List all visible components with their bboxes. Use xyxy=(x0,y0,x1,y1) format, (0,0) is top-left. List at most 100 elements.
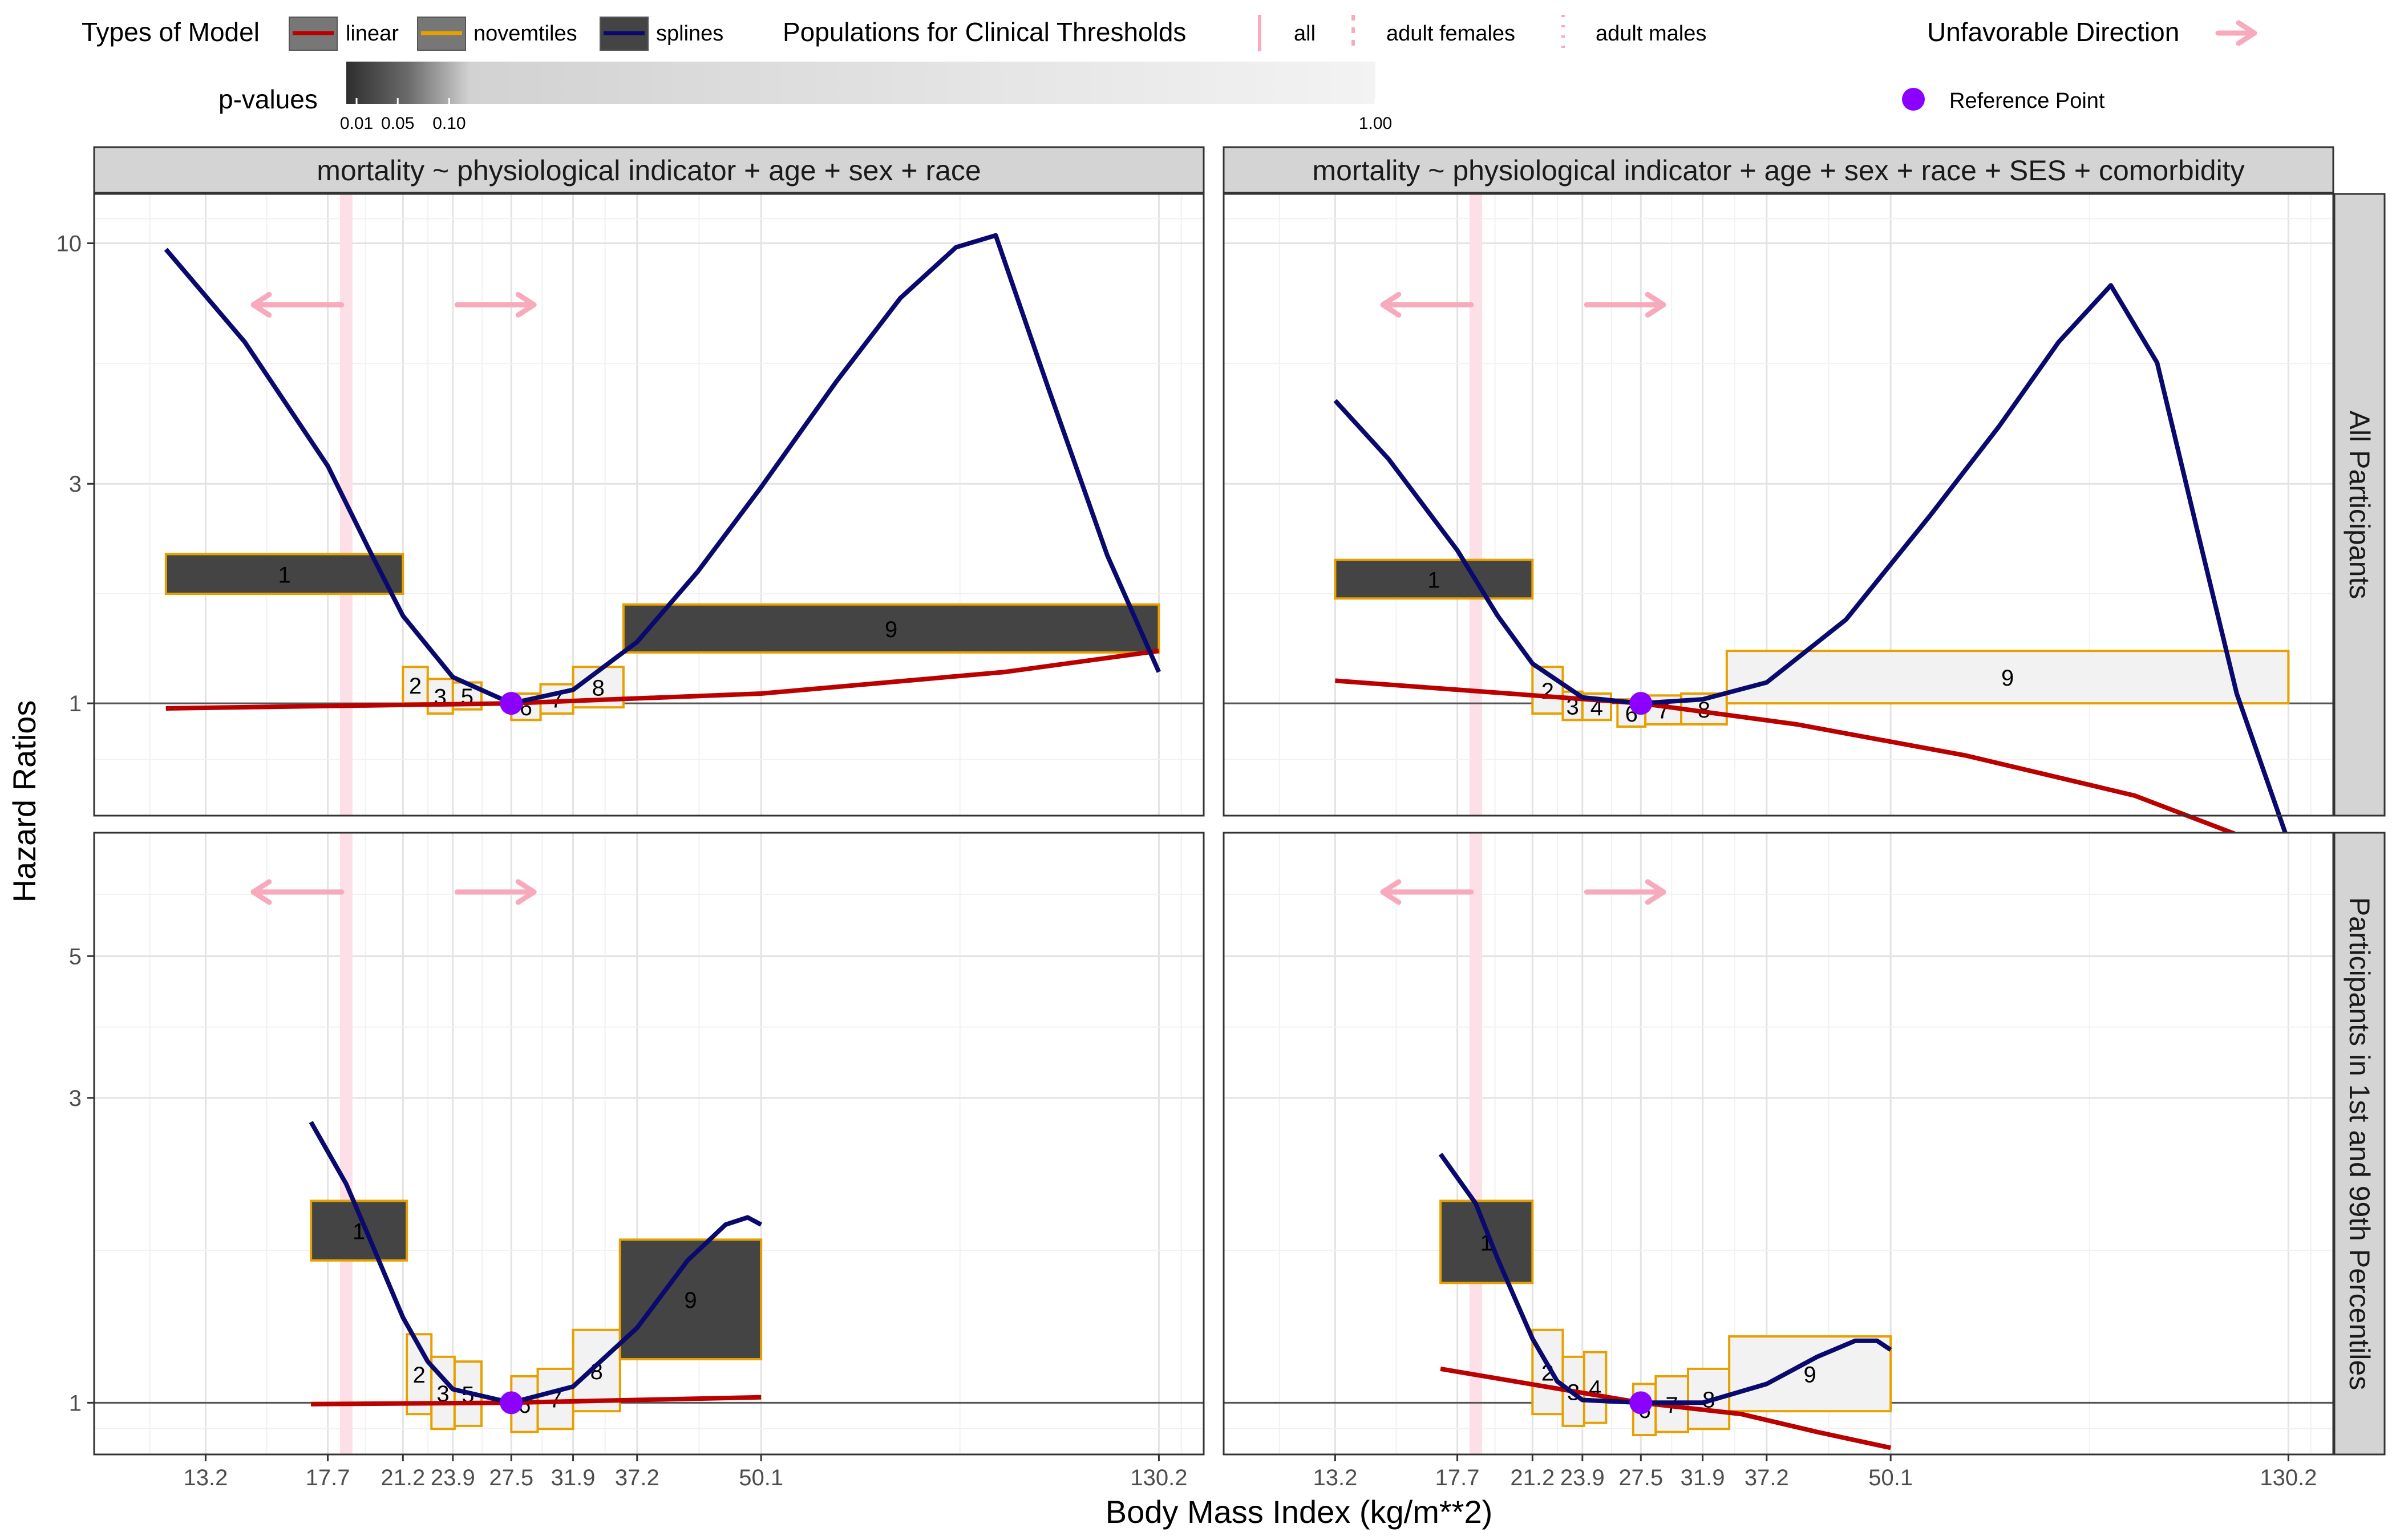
pvalue-tick: 0.05 xyxy=(381,98,414,133)
x-tick-label: 13.2 xyxy=(1313,1465,1357,1490)
y-tick-label: 3 xyxy=(69,472,82,497)
clinical-threshold-band xyxy=(1469,194,1482,816)
x-tick-label: 23.9 xyxy=(431,1465,475,1490)
legend-label-linear: linear xyxy=(346,22,399,46)
legend-unfavorable-title: Unfavorable Direction xyxy=(1927,17,2179,47)
reference-point-icon xyxy=(1902,88,1925,111)
y-tick-label: 5 xyxy=(69,944,82,969)
reference-point-marker xyxy=(500,692,523,715)
novemtile-2: 2 xyxy=(402,666,429,705)
pvalue-tick: 1.00 xyxy=(1359,98,1392,133)
novemtile-box xyxy=(1583,1351,1608,1424)
x-tick-label: 23.9 xyxy=(1560,1465,1605,1490)
novemtile-label: 9 xyxy=(1804,1363,1816,1388)
row-strip-bg xyxy=(2333,193,2386,817)
legend-key-novemtiles: novemtiles xyxy=(417,17,577,51)
novemtile-1: 1 xyxy=(164,553,404,595)
x-tick-label: 50.1 xyxy=(739,1465,783,1490)
novemtile-label: 8 xyxy=(592,676,605,701)
legend-population-label: adult males xyxy=(1596,22,1706,46)
novemtile-box xyxy=(164,553,404,595)
x-tick-label: 31.9 xyxy=(1681,1465,1725,1490)
novemtile-box xyxy=(622,603,1160,654)
column-strip-title: mortality ~ physiological indicator + ag… xyxy=(317,155,981,187)
legend-model-keys: linear novemtiles splines xyxy=(289,17,723,51)
novemtile-1: 1 xyxy=(1334,558,1534,600)
legend-label-splines: splines xyxy=(656,22,723,46)
novemtile-box xyxy=(1728,1335,1892,1413)
legend-model-title: Types of Model xyxy=(82,17,260,47)
panel-r1-c1: 12 3 5 6 7 89 xyxy=(93,193,1205,817)
legend-key-linear: linear xyxy=(289,17,399,51)
unfavorable-arrow-left-icon xyxy=(1380,879,1474,905)
panel-border xyxy=(93,193,1205,817)
arrow-head xyxy=(515,879,537,905)
y-tick-label: 1 xyxy=(69,691,82,716)
novemtile-7: 7 xyxy=(536,1367,574,1430)
x-tick-label: 31.9 xyxy=(551,1465,596,1490)
arrow-head xyxy=(250,879,272,905)
unfavorable-arrow-right-icon xyxy=(454,291,537,318)
panel-background xyxy=(94,194,1204,816)
novemtile-label: 1 xyxy=(1427,568,1440,593)
arrow-head xyxy=(1645,291,1666,318)
y-tick-label: 3 xyxy=(69,1086,82,1111)
pvalue-tick-label: 0.05 xyxy=(381,114,414,133)
unfavorable-arrow-right-icon xyxy=(454,879,537,905)
x-tick-label: 130.2 xyxy=(2260,1465,2317,1490)
unfavorable-arrow-left-icon xyxy=(250,291,345,318)
legend-populations-title: Populations for Clinical Thresholds xyxy=(783,17,1186,47)
panel-background xyxy=(94,833,1204,1454)
legend-population-label: adult females xyxy=(1386,22,1515,46)
unfavorable-arrow-right-icon xyxy=(1584,879,1666,905)
column-strip-bg xyxy=(93,146,1205,194)
novemtile-9: 9 xyxy=(1728,1335,1892,1413)
y-tick-label: 10 xyxy=(56,231,82,256)
arrow-head xyxy=(1380,291,1402,318)
novemtile-label: 2 xyxy=(409,674,422,699)
legend-population-keys: all adult females adult males xyxy=(1258,15,1706,51)
novemtile-box xyxy=(536,1367,574,1430)
pvalue-tick: 0.10 xyxy=(432,98,466,133)
novemtile-label: 2 xyxy=(413,1363,426,1388)
panel-r2-c1: 123 5 6 789 xyxy=(93,832,1205,1456)
novemtile-8: 8 xyxy=(572,1328,621,1413)
x-tick-label: 21.2 xyxy=(1510,1465,1555,1490)
novemtile-1: 1 xyxy=(1439,1199,1534,1284)
column-strip-bg xyxy=(1223,146,2334,194)
panel-border xyxy=(93,832,1205,1456)
novemtile-box xyxy=(1334,558,1534,600)
panel-grid xyxy=(94,194,1204,816)
y-axis-title: Hazard Ratios xyxy=(6,700,42,903)
x-tick-label: 130.2 xyxy=(1130,1465,1187,1490)
panel-border xyxy=(1223,832,2334,1456)
x-tick-label: 17.7 xyxy=(306,1465,350,1490)
legend-population-solid: all xyxy=(1258,15,1316,51)
novemtile-label: 2 xyxy=(1541,679,1554,704)
unfavorable-arrow-icon xyxy=(2215,20,2257,46)
novemtile-box xyxy=(1439,1199,1534,1284)
clinical-threshold-band xyxy=(339,833,353,1454)
novemtile-9: 9 xyxy=(1725,650,2290,705)
column-strip-2: mortality ~ physiological indicator + ag… xyxy=(1223,146,2334,194)
novemtile-label: 1 xyxy=(278,562,290,587)
row-strip-1: All Participants xyxy=(2333,193,2386,817)
novemtile-3: 3 xyxy=(426,678,454,715)
unfavorable-arrow-left-icon xyxy=(1380,291,1474,318)
reference-point-marker xyxy=(1629,692,1653,715)
novemtile-2: 2 xyxy=(406,1333,433,1416)
spline-model-line xyxy=(164,233,1161,706)
x-tick-label: 50.1 xyxy=(1868,1465,1913,1490)
x-tick-label: 17.7 xyxy=(1435,1465,1480,1490)
legend-population-dashed: adult females xyxy=(1351,15,1515,51)
novemtile-label: 9 xyxy=(885,617,897,642)
x-tick-label: 37.2 xyxy=(615,1465,659,1490)
x-tick-label: 21.2 xyxy=(381,1465,425,1490)
spline-model-line xyxy=(1333,283,2291,843)
arrow-head xyxy=(250,291,272,318)
arrow-head xyxy=(1645,879,1666,905)
clinical-threshold-band xyxy=(1469,833,1482,1454)
